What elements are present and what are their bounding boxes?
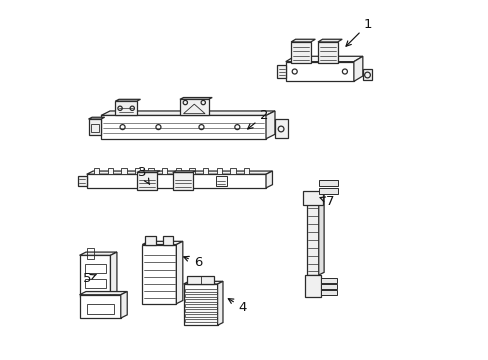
- Polygon shape: [175, 168, 181, 174]
- Polygon shape: [203, 168, 208, 174]
- Polygon shape: [187, 276, 214, 284]
- Polygon shape: [94, 168, 99, 174]
- Polygon shape: [88, 117, 104, 119]
- Polygon shape: [86, 171, 272, 174]
- Polygon shape: [306, 196, 318, 275]
- Polygon shape: [184, 319, 216, 322]
- Text: 4: 4: [228, 299, 246, 314]
- Polygon shape: [142, 244, 176, 304]
- Polygon shape: [320, 284, 336, 289]
- Polygon shape: [244, 168, 249, 174]
- Polygon shape: [163, 235, 173, 244]
- Polygon shape: [180, 99, 208, 116]
- Polygon shape: [320, 278, 336, 283]
- Polygon shape: [172, 171, 195, 172]
- Polygon shape: [88, 119, 101, 135]
- Polygon shape: [276, 65, 285, 78]
- Text: 3: 3: [138, 166, 149, 184]
- Polygon shape: [137, 172, 156, 190]
- Polygon shape: [285, 56, 362, 62]
- Polygon shape: [290, 42, 310, 63]
- Polygon shape: [320, 290, 336, 295]
- Polygon shape: [121, 168, 126, 174]
- Polygon shape: [80, 295, 121, 318]
- Polygon shape: [183, 284, 217, 325]
- Polygon shape: [80, 292, 127, 295]
- Polygon shape: [353, 56, 362, 81]
- Polygon shape: [189, 168, 194, 174]
- Polygon shape: [290, 39, 315, 42]
- Polygon shape: [115, 99, 140, 101]
- Polygon shape: [274, 119, 287, 138]
- Polygon shape: [318, 193, 324, 275]
- Polygon shape: [86, 174, 265, 188]
- Polygon shape: [180, 98, 212, 99]
- Text: 7: 7: [319, 195, 334, 208]
- Polygon shape: [217, 281, 223, 325]
- Polygon shape: [184, 289, 216, 292]
- Text: 2: 2: [247, 109, 268, 129]
- Polygon shape: [215, 176, 226, 186]
- Polygon shape: [183, 281, 223, 284]
- Polygon shape: [184, 310, 216, 312]
- Polygon shape: [317, 42, 337, 63]
- Polygon shape: [318, 180, 338, 186]
- Polygon shape: [318, 188, 338, 194]
- Polygon shape: [184, 300, 216, 302]
- Polygon shape: [216, 168, 222, 174]
- Polygon shape: [265, 171, 272, 188]
- Polygon shape: [80, 255, 110, 297]
- Polygon shape: [184, 315, 216, 318]
- Polygon shape: [110, 252, 117, 297]
- Polygon shape: [142, 241, 183, 244]
- Text: 6: 6: [183, 256, 202, 269]
- Polygon shape: [107, 168, 113, 174]
- Polygon shape: [184, 294, 216, 297]
- Polygon shape: [137, 171, 160, 172]
- Polygon shape: [317, 39, 342, 42]
- Polygon shape: [176, 241, 183, 304]
- Polygon shape: [184, 305, 216, 307]
- Polygon shape: [145, 235, 156, 244]
- Text: 5: 5: [82, 272, 96, 285]
- Polygon shape: [362, 69, 371, 81]
- Polygon shape: [115, 101, 137, 116]
- Polygon shape: [121, 292, 127, 318]
- Polygon shape: [303, 191, 323, 205]
- Polygon shape: [230, 168, 235, 174]
- Polygon shape: [305, 275, 320, 297]
- Polygon shape: [78, 176, 86, 186]
- Polygon shape: [80, 252, 117, 255]
- Polygon shape: [172, 172, 192, 190]
- Polygon shape: [135, 168, 140, 174]
- Polygon shape: [162, 168, 167, 174]
- Polygon shape: [148, 168, 153, 174]
- Polygon shape: [101, 111, 274, 116]
- Text: 1: 1: [346, 18, 372, 46]
- Polygon shape: [285, 62, 353, 81]
- Polygon shape: [265, 111, 274, 139]
- Polygon shape: [101, 116, 265, 139]
